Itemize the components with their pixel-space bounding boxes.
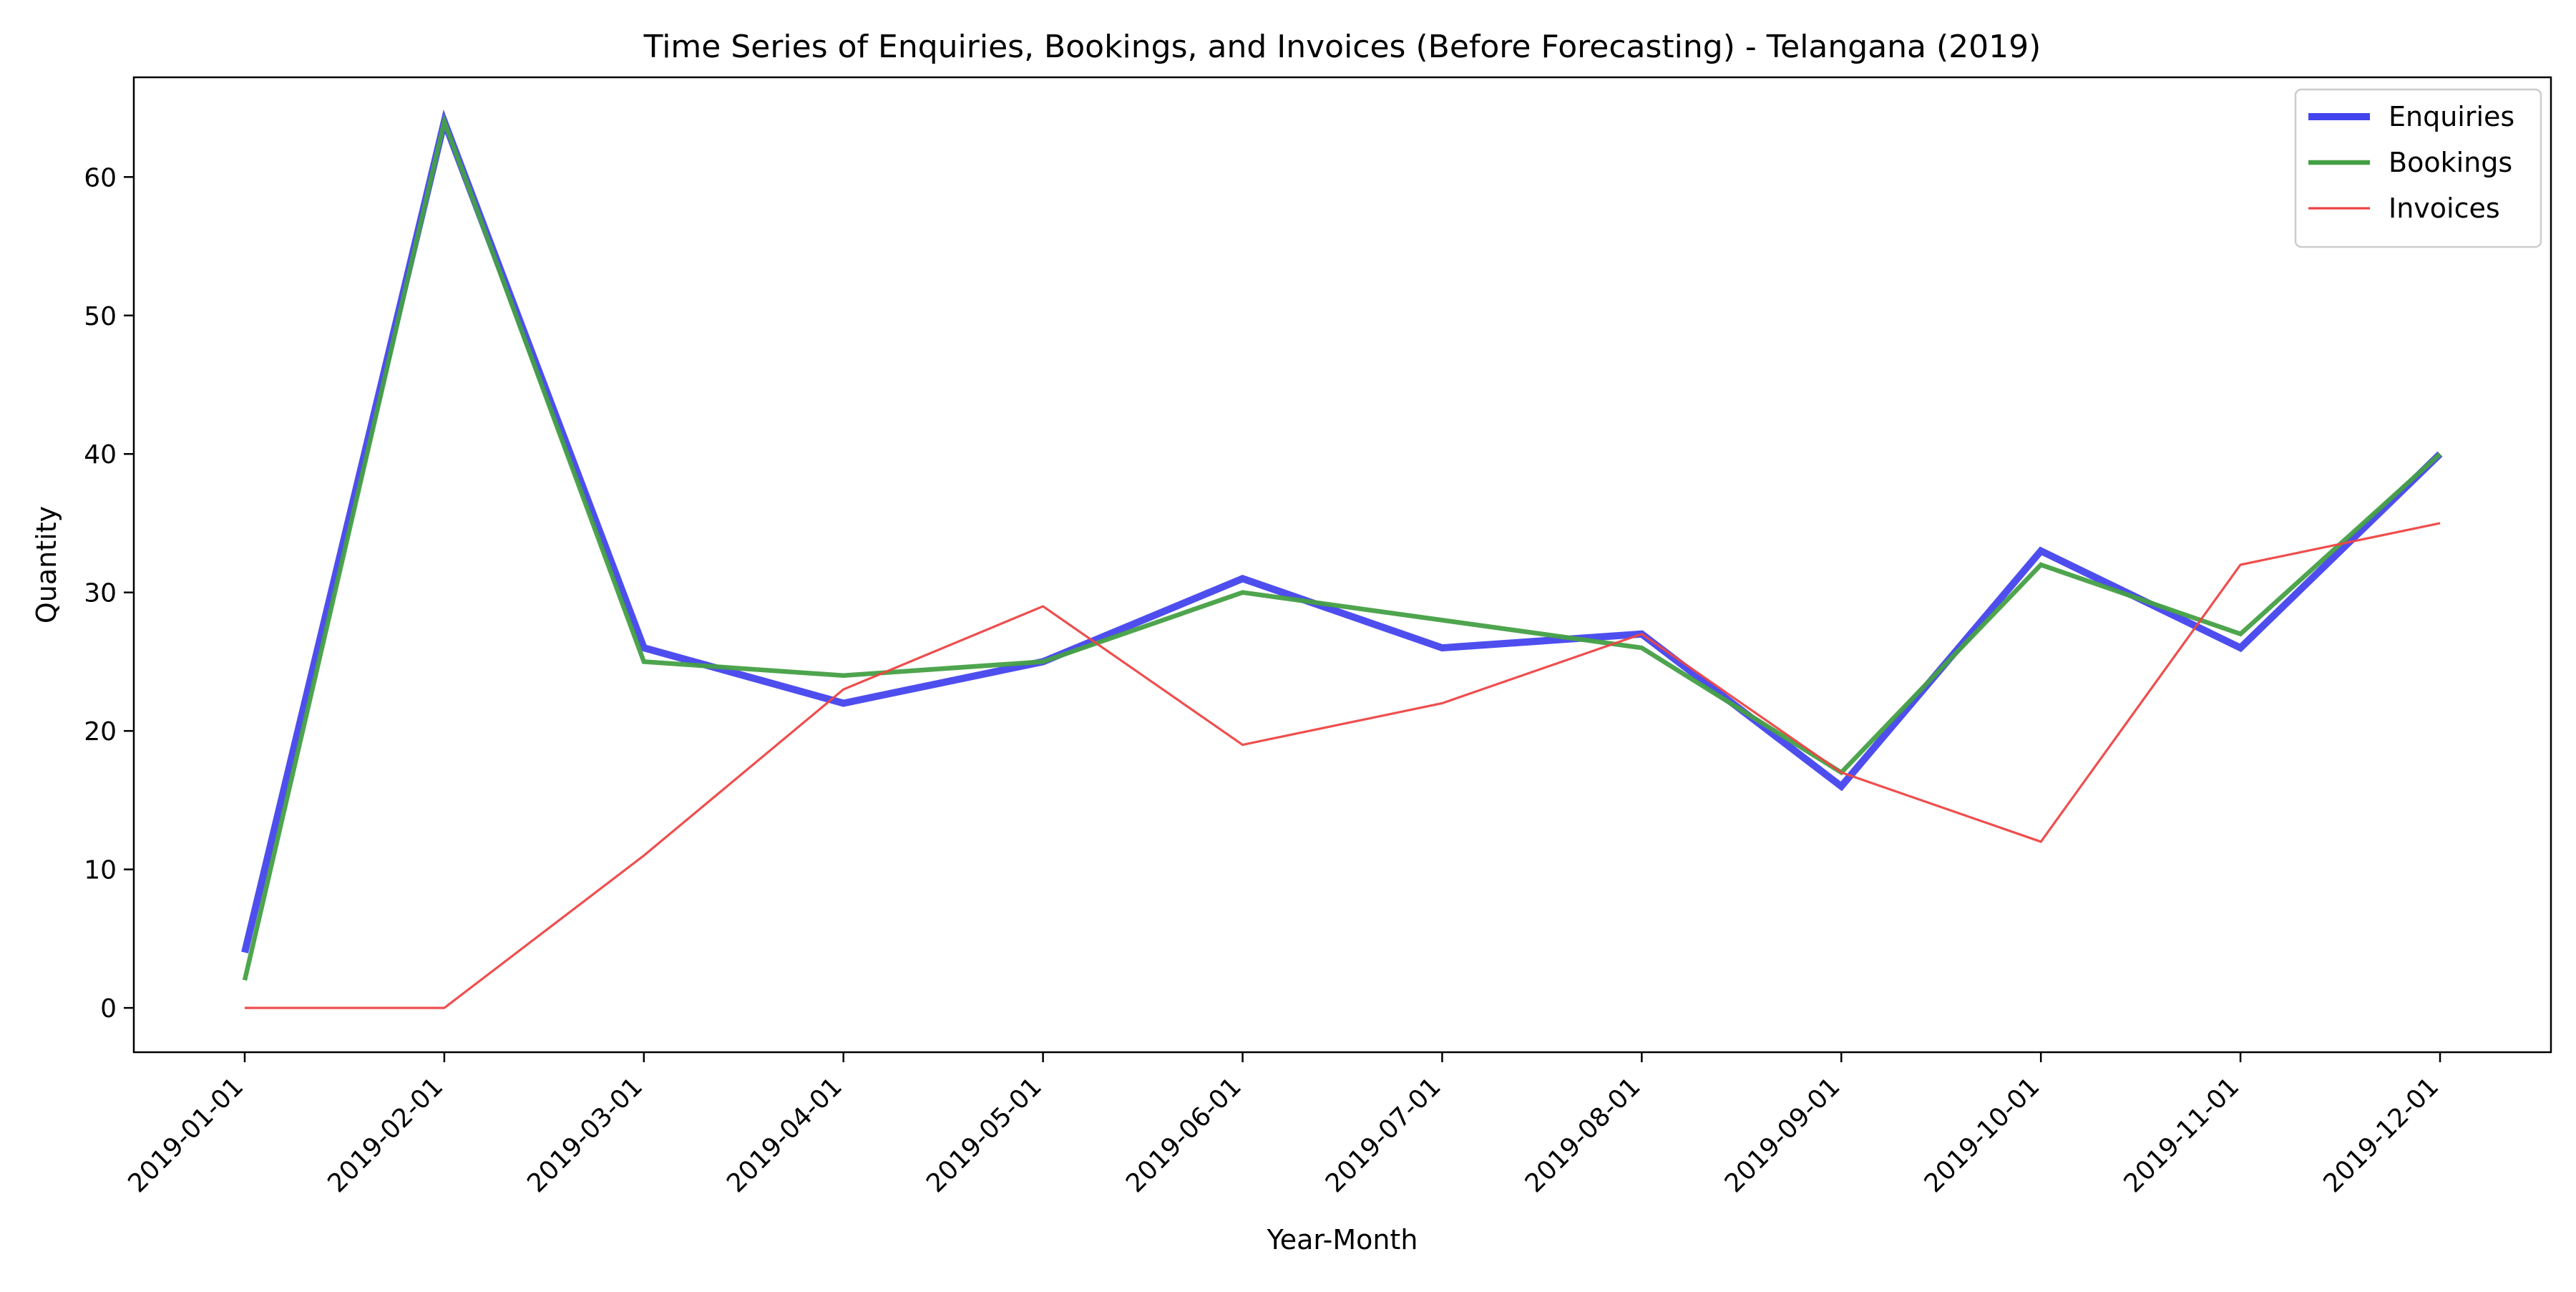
x-tick-label: 2019-12-01 [2318, 1072, 2444, 1198]
legend: Enquiries Bookings Invoices [2294, 88, 2542, 248]
x-tick-label: 2019-01-01 [122, 1072, 249, 1198]
x-tick-label: 2019-09-01 [1719, 1072, 1846, 1198]
plot-frame [132, 76, 2552, 1054]
y-tick-label: 0 [100, 994, 117, 1024]
x-tick-label: 2019-08-01 [1520, 1072, 1646, 1198]
series-lines [241, 109, 2443, 1009]
x-tick-label: 2019-03-01 [522, 1072, 648, 1198]
chart-title: Time Series of Enquiries, Bookings, and … [643, 29, 2041, 65]
x-axis-label: Year-Month [1267, 1224, 1418, 1255]
y-axis-label: Quantity [31, 506, 62, 623]
legend-label-invoices: Invoices [2389, 193, 2500, 224]
y-tick-label: 60 [84, 163, 117, 193]
axes: 0 10 20 30 40 50 60 2019-01-01 2019-02-01 2019-03… [84, 163, 2444, 1198]
y-tick-label: 40 [84, 440, 117, 470]
series-line-invoices [245, 522, 2441, 1009]
series-line-enquiries [241, 109, 2443, 953]
y-tick-label: 20 [84, 717, 117, 747]
x-tick-label: 2019-10-01 [1919, 1072, 2046, 1198]
x-tick-label: 2019-02-01 [322, 1072, 449, 1198]
y-tick-label: 50 [84, 302, 117, 331]
x-tick-label: 2019-04-01 [721, 1072, 848, 1198]
legend-label-enquiries: Enquiries [2389, 101, 2514, 132]
x-tick-label: 2019-07-01 [1320, 1072, 1447, 1198]
y-tick-label: 10 [84, 856, 117, 885]
x-tick-label: 2019-11-01 [2119, 1072, 2245, 1198]
y-tick-label: 30 [84, 579, 117, 608]
legend-label-bookings: Bookings [2389, 147, 2512, 178]
series-line-bookings [242, 113, 2442, 981]
x-tick-label: 2019-05-01 [921, 1072, 1048, 1198]
x-tick-label: 2019-06-01 [1121, 1072, 1247, 1198]
